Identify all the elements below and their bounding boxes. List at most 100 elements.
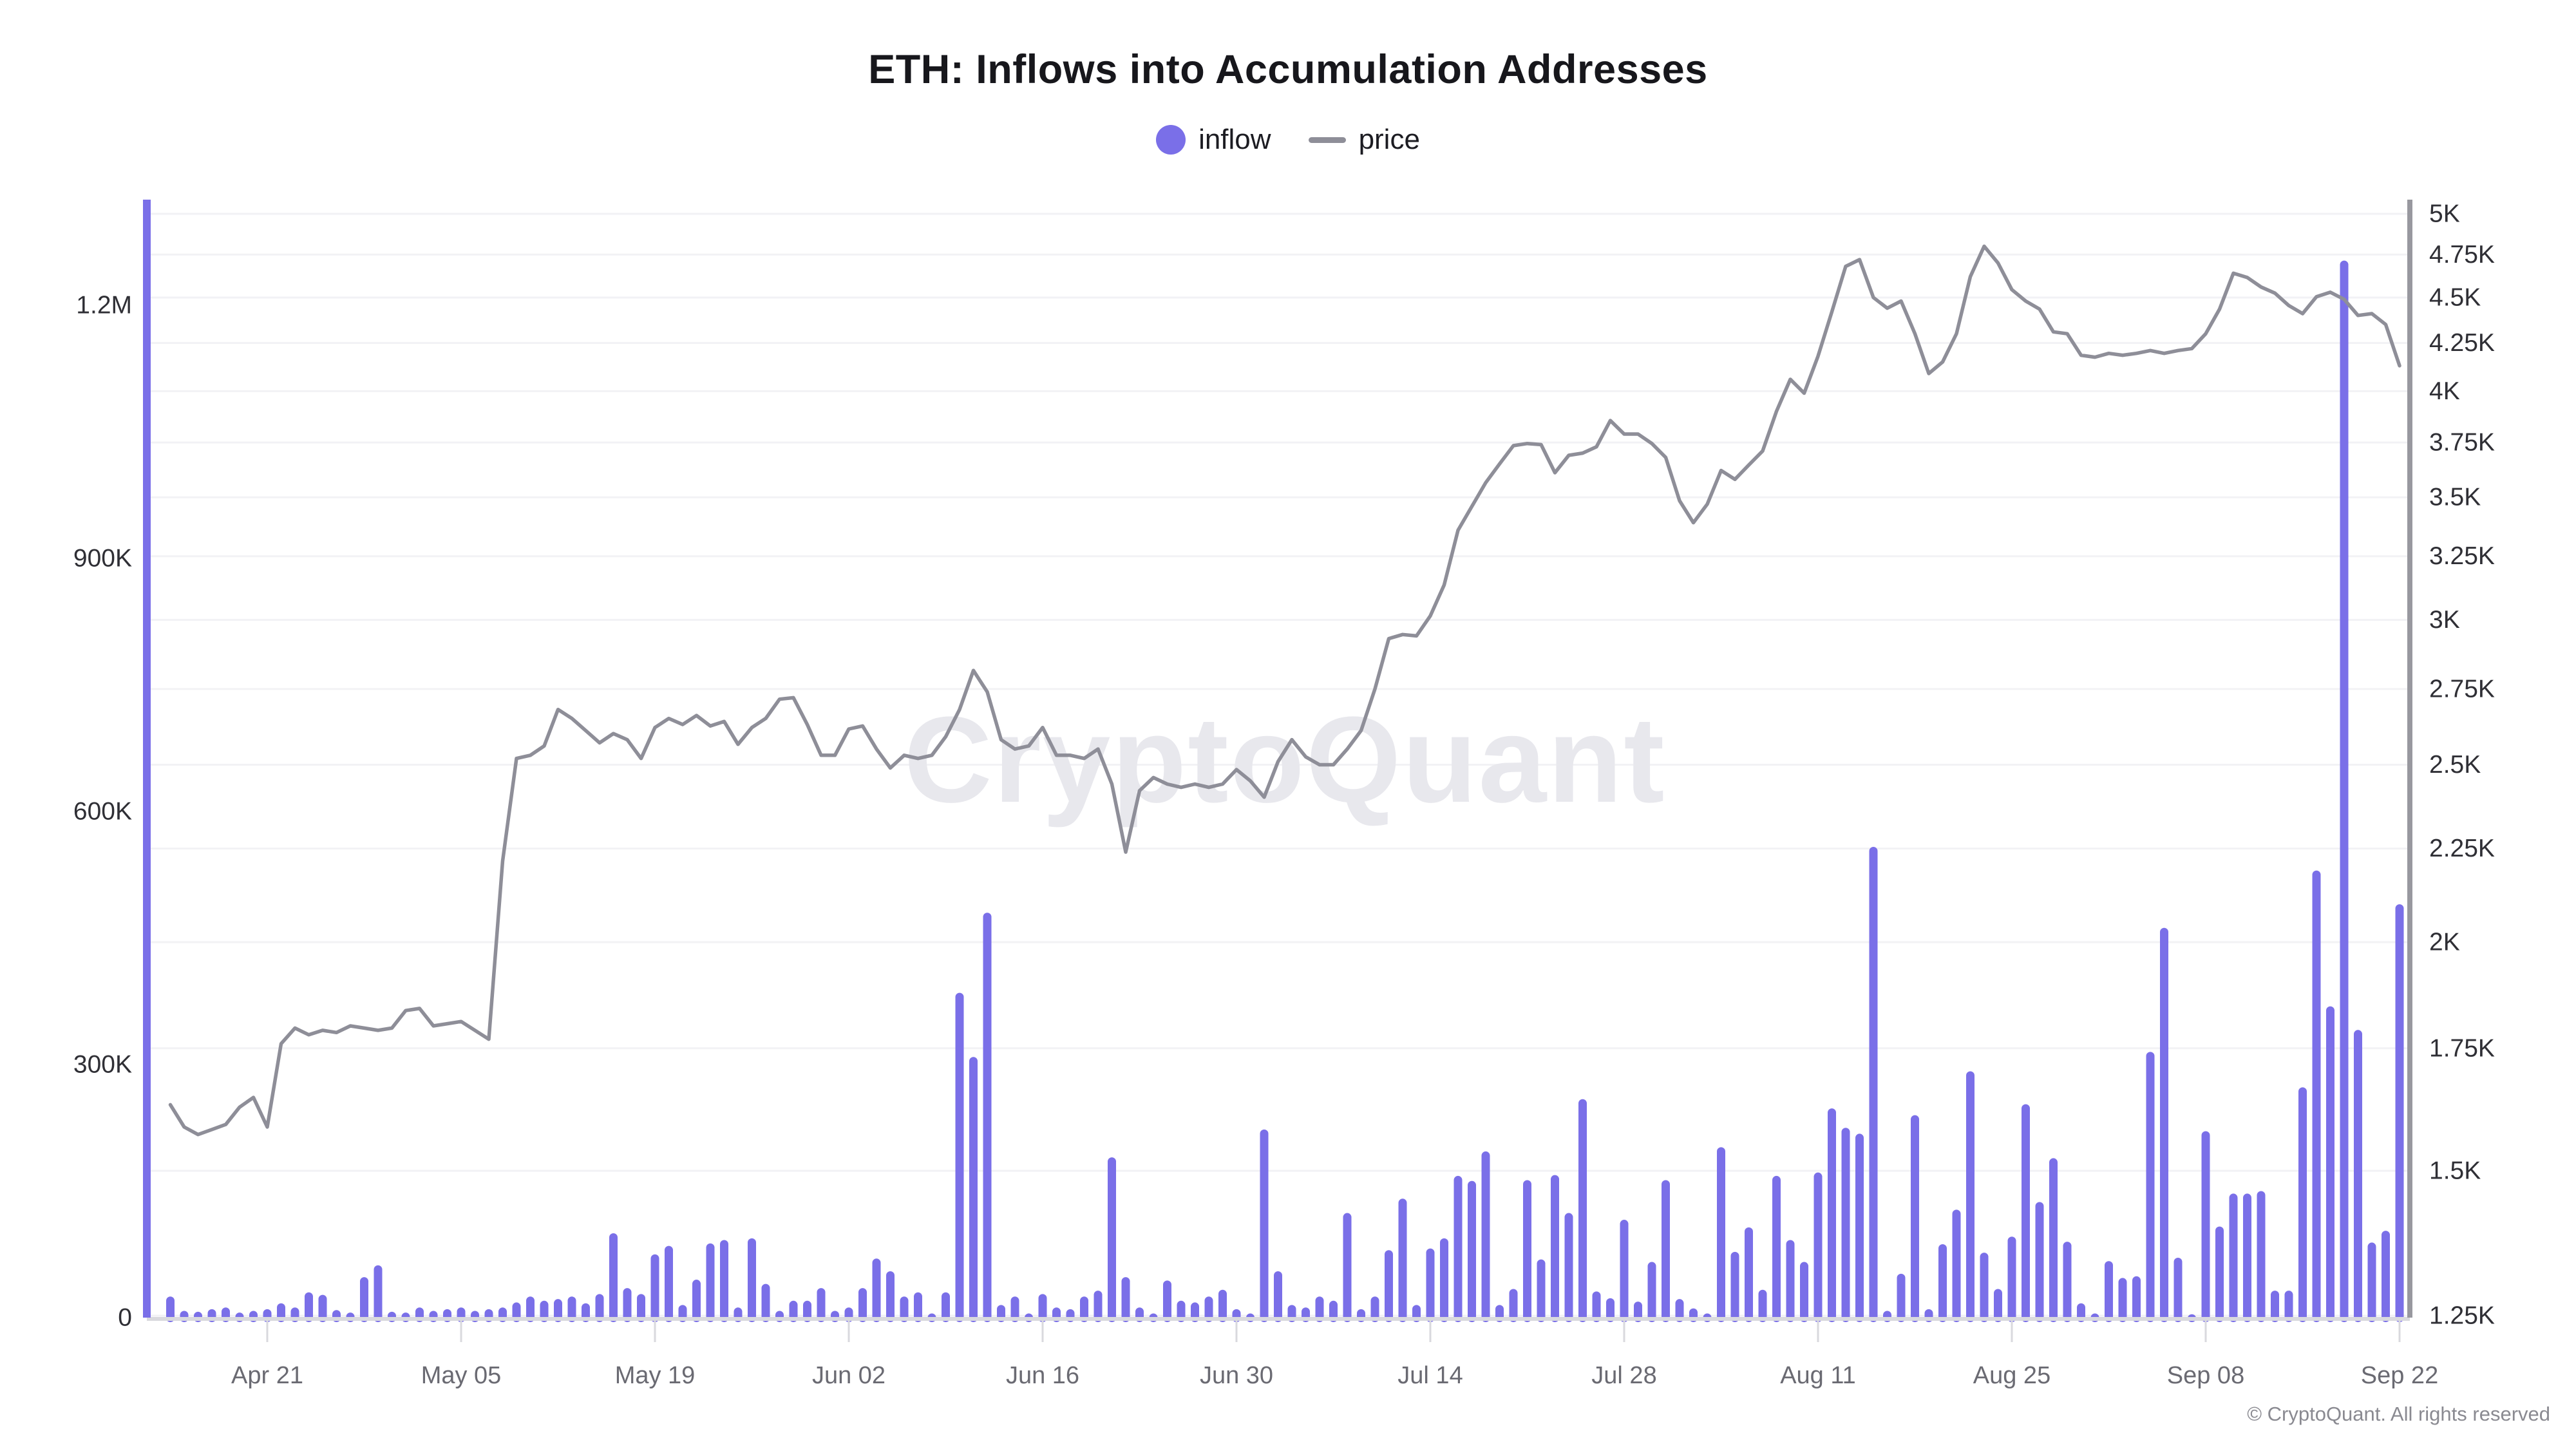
inflow-bar: [942, 1292, 950, 1322]
inflow-bar: [1551, 1175, 1559, 1322]
inflow-bar: [1800, 1262, 1808, 1322]
legend-item-inflow[interactable]: inflow: [1156, 124, 1271, 156]
inflow-bar: [1260, 1129, 1269, 1322]
inflow-bar: [374, 1265, 383, 1322]
inflow-bar: [858, 1288, 867, 1322]
inflow-bar: [1578, 1099, 1587, 1322]
inflow-bar: [1786, 1240, 1795, 1322]
inflow-bar: [1177, 1300, 1186, 1322]
inflow-bar: [1828, 1108, 1836, 1322]
right-axis-tick-label: 4K: [2429, 377, 2460, 405]
inflow-bar: [2146, 1052, 2155, 1322]
right-axis-tick-label: 3K: [2429, 606, 2460, 634]
inflow-bar: [1398, 1198, 1407, 1322]
inflow-bar: [567, 1296, 576, 1322]
copyright-notice: © CryptoQuant. All rights reserved: [2247, 1403, 2550, 1425]
x-axis-labels: Apr 21 May 05 May 19 Jun 02 Jun 16 Jun 30 Jul …: [231, 1320, 2438, 1389]
inflow-bar: [1440, 1238, 1448, 1322]
inflow-bar: [1094, 1291, 1103, 1322]
inflow-bar: [1010, 1296, 1019, 1322]
inflow-bar: [955, 992, 964, 1322]
inflow-bar: [789, 1300, 798, 1322]
inflow-bar: [305, 1292, 313, 1322]
inflow-bar: [1163, 1280, 1171, 1322]
inflow-bar: [2201, 1131, 2210, 1322]
right-axis-tick-label: 1.5K: [2429, 1157, 2481, 1185]
x-axis-tick-label: Jun 30: [1200, 1362, 1273, 1389]
inflow-bar: [360, 1277, 368, 1322]
inflow-bar: [1481, 1151, 1490, 1322]
inflow-bar: [1911, 1115, 1919, 1322]
right-axis-tick-label: 5K: [2429, 200, 2460, 228]
inflow-bar: [2257, 1191, 2266, 1322]
inflow-bar: [1717, 1147, 1725, 1322]
inflow-bar: [2132, 1276, 2141, 1322]
chart-title: ETH: Inflows into Accumulation Addresses: [868, 47, 1708, 92]
left-axis-labels: 0 300K 600K 900K 1.2M: [73, 292, 132, 1332]
inflow-bar: [2271, 1291, 2279, 1322]
inflow-bar: [166, 1296, 175, 1322]
inflow-bar: [318, 1294, 327, 1322]
inflow-bar: [1841, 1128, 1850, 1322]
right-axis-tick-label: 4.25K: [2429, 329, 2495, 357]
right-axis-tick-label: 1.25K: [2429, 1302, 2495, 1330]
inflow-bar: [2215, 1226, 2224, 1322]
inflow-bar: [692, 1280, 701, 1322]
inflow-bar: [1370, 1296, 1379, 1322]
inflow-bar: [637, 1294, 645, 1322]
right-axis-labels: 5K 4.75K 4.5K 4.25K 4K 3.75K 3.5K 3.25K 3K 2.75K 2…: [2429, 200, 2495, 1330]
inflow-bar: [2367, 1242, 2376, 1322]
inflow-bar: [1606, 1298, 1615, 1322]
inflow-bar: [2007, 1236, 2016, 1322]
inflow-bar: [1315, 1296, 1324, 1322]
inflow-bar: [1509, 1289, 1518, 1322]
inflow-bar: [1730, 1251, 1739, 1322]
inflow-bar: [2229, 1193, 2238, 1322]
inflow-bar: [2063, 1242, 2072, 1322]
x-axis-tick-label: Aug 25: [1973, 1362, 2050, 1389]
inflow-bar: [1274, 1271, 1282, 1322]
inflow-bar: [526, 1296, 535, 1322]
left-axis-tick-label: 300K: [73, 1051, 132, 1079]
right-axis-tick-label: 3.25K: [2429, 542, 2495, 570]
inflow-bar: [2049, 1158, 2058, 1322]
x-axis-tick-label: May 05: [421, 1362, 502, 1389]
inflow-bar: [1108, 1157, 1116, 1322]
x-axis-tick-label: Aug 11: [1780, 1362, 1856, 1389]
inflow-bar: [706, 1243, 715, 1322]
inflow-bar: [1662, 1180, 1670, 1322]
price-legend-dash-icon: [1308, 137, 1346, 143]
inflow-bar: [1523, 1180, 1531, 1322]
inflow-bar: [1038, 1294, 1047, 1322]
x-axis-tick-label: Jun 16: [1006, 1362, 1079, 1389]
watermark: CryptoQuant: [904, 692, 1665, 828]
inflow-bar: [1980, 1253, 1989, 1322]
inflow-bar: [2022, 1104, 2030, 1322]
price-line: [168, 244, 2401, 1137]
inflow-bar: [2160, 927, 2168, 1322]
inflow-bar: [1592, 1291, 1601, 1322]
inflow-bar: [2382, 1231, 2390, 1322]
inflow-bar: [665, 1245, 673, 1322]
x-axis-tick-label: May 19: [615, 1362, 696, 1389]
inflow-bar: [1218, 1289, 1227, 1322]
inflow-bar: [1952, 1209, 1961, 1322]
right-axis-tick-label: 3.5K: [2429, 484, 2481, 511]
x-axis-tick-label: Apr 21: [231, 1362, 303, 1389]
inflow-bar: [886, 1271, 895, 1322]
right-axis-tick-label: 3.75K: [2429, 429, 2495, 457]
legend-item-price[interactable]: price: [1308, 124, 1420, 156]
inflow-bar: [2284, 1291, 2293, 1322]
inflow-bar: [1204, 1296, 1213, 1322]
inflow-bar: [2243, 1193, 2251, 1322]
x-axis-tick-label: Sep 22: [2361, 1362, 2438, 1389]
inflow-legend-dot-icon: [1156, 125, 1186, 155]
inflow-bar: [803, 1300, 811, 1322]
inflow-bar: [1897, 1273, 1906, 1322]
inflow-bar: [2326, 1006, 2334, 1322]
inflow-bar: [1855, 1133, 1864, 1322]
inflow-bar: [900, 1296, 909, 1322]
inflow-bar: [1994, 1289, 2002, 1322]
